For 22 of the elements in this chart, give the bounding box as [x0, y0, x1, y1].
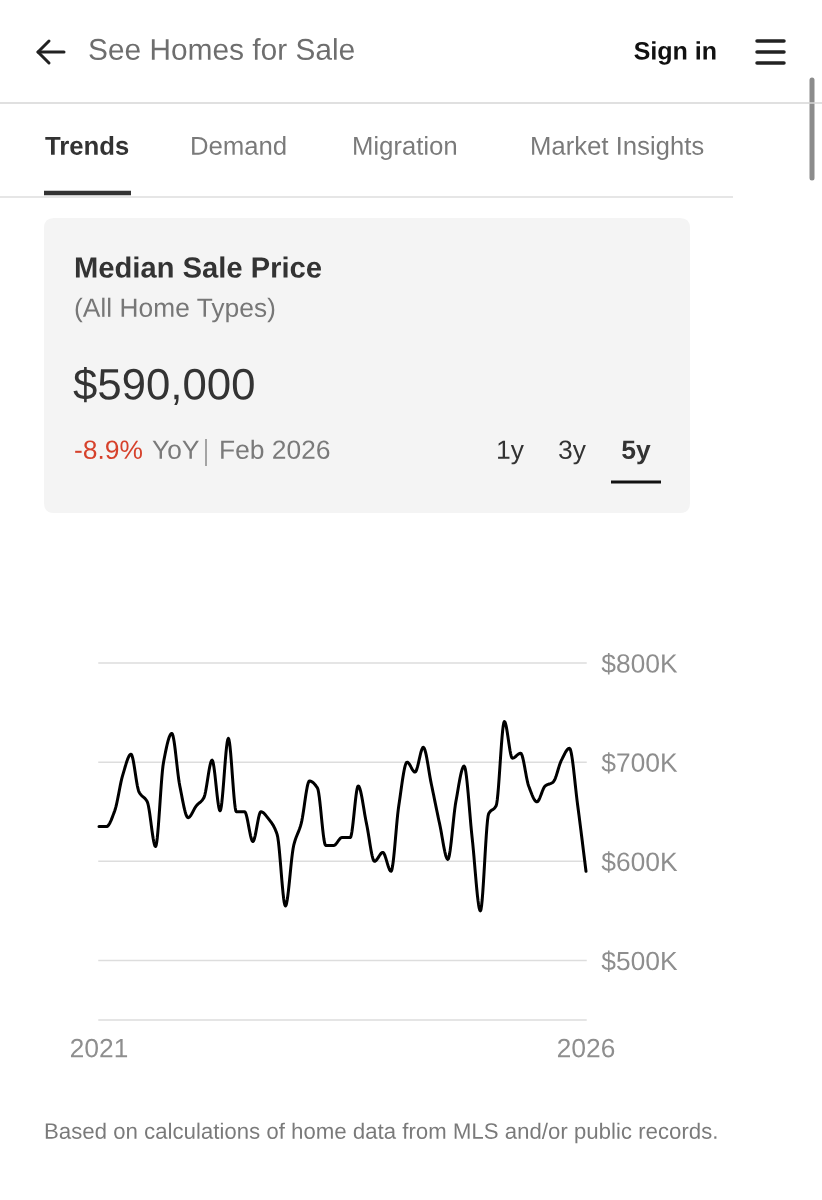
text: Feb 2026: [221, 439, 330, 460]
text: Demand: [192, 136, 286, 155]
text: YoY: [152, 440, 199, 460]
text: Trends: [45, 136, 129, 155]
y-tick-label: $800K: [601, 653, 678, 675]
text: $590,000: [73, 366, 254, 405]
chart-title: Median Sale Price: [75, 256, 322, 278]
text: 3y: [559, 440, 586, 465]
x-tick-label: 2026: [557, 1038, 615, 1058]
y-tick-label: $500K: [601, 950, 678, 972]
text: 5y: [622, 440, 651, 465]
x-tick-label: 2021: [70, 1038, 128, 1058]
text: Migration: [354, 136, 457, 160]
text: -8.9%: [75, 440, 142, 460]
text: Market Insights: [532, 136, 704, 160]
text: Based on calculations of home data from MLS and/or public records.: [45, 1122, 717, 1144]
y-tick-label: $700K: [601, 752, 678, 774]
chart-subtitle: (All Home Types): [75, 297, 275, 323]
text: 1y: [498, 440, 524, 465]
text: See Homes for Sale: [89, 38, 354, 61]
y-tick-label: $600K: [601, 851, 678, 873]
text: Sign in: [634, 41, 716, 65]
